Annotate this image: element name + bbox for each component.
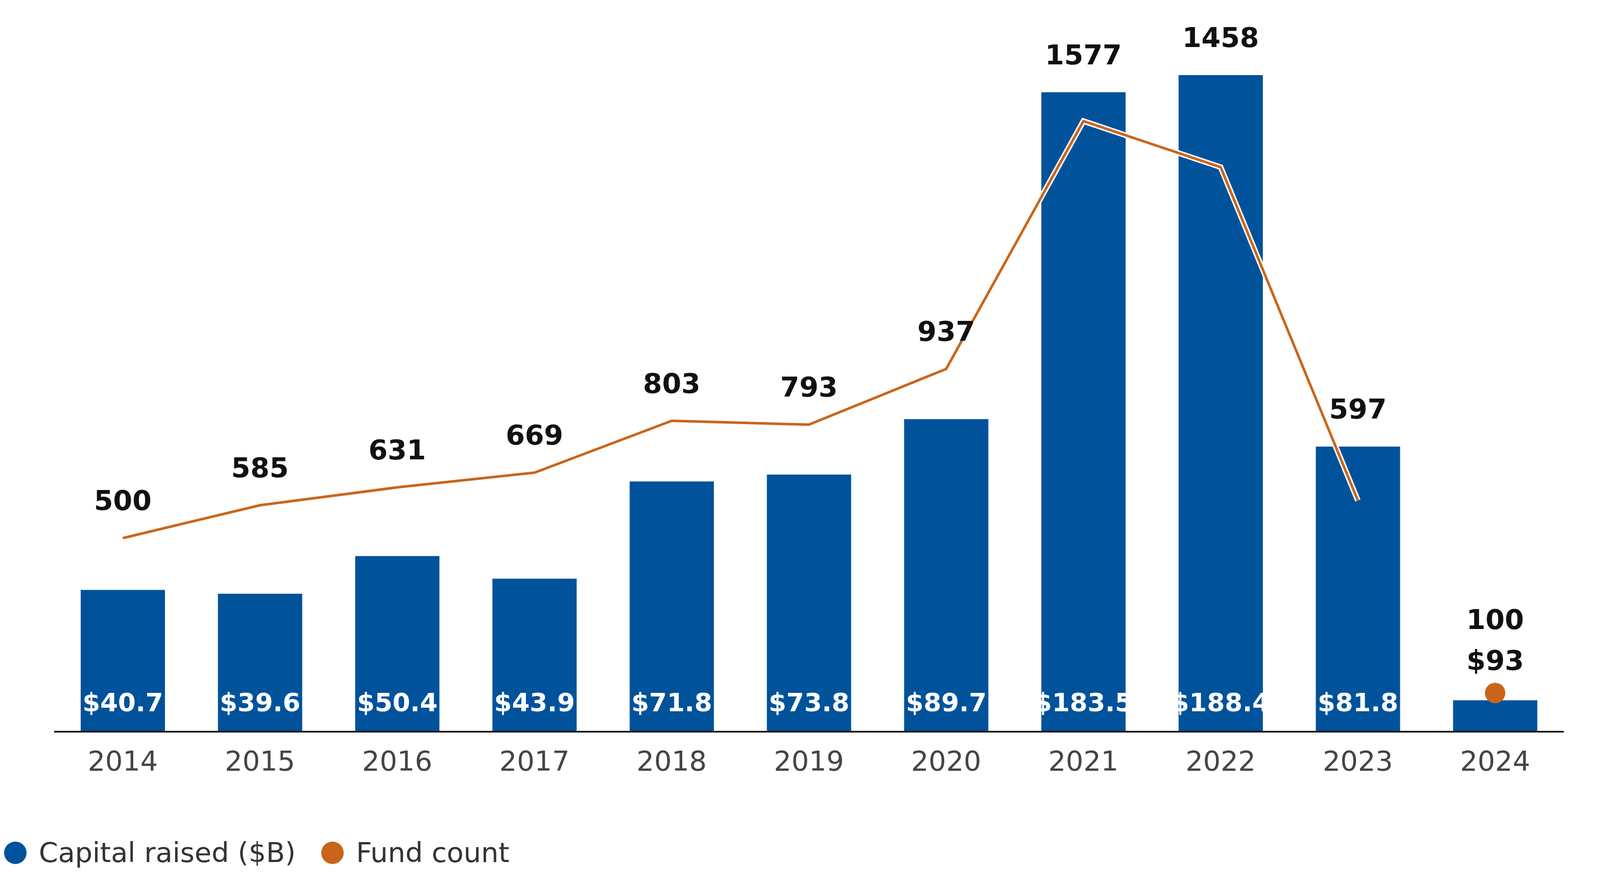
svg-text:$40.7: $40.7 (82, 687, 163, 718)
svg-text:2022: 2022 (1185, 744, 1256, 777)
html-text:Fund count: Fund count (356, 836, 510, 869)
svg-text:$183.5: $183.5 (1034, 687, 1133, 718)
svg-text:793: 793 (780, 370, 839, 403)
html-text:Capital raised ($B): Capital raised ($B) (38, 836, 296, 869)
svg-text:$43.9: $43.9 (494, 687, 576, 718)
svg-text:937: 937 (917, 315, 975, 348)
svg-text:$50.4: $50.4 (356, 687, 438, 718)
svg-text:$71.8: $71.8 (631, 687, 712, 718)
svg-text:803: 803 (642, 367, 701, 400)
svg-text:$39.6: $39.6 (219, 687, 301, 718)
svg-text:500: 500 (93, 484, 152, 517)
svg-text:100: 100 (1466, 603, 1524, 636)
svg-text:$81.8: $81.8 (1317, 687, 1399, 718)
svg-text:585: 585 (231, 451, 290, 484)
svg-text:597: 597 (1329, 392, 1388, 425)
svg-text:2021: 2021 (1048, 744, 1119, 777)
svg-text:2020: 2020 (911, 744, 982, 777)
svg-text:$73.8: $73.8 (768, 687, 850, 718)
svg-text:631: 631 (368, 433, 426, 466)
svg-text:1577: 1577 (1044, 38, 1122, 71)
svg-text:$89.7: $89.7 (905, 687, 987, 718)
svg-text:2017: 2017 (499, 744, 570, 777)
svg-text:2015: 2015 (224, 744, 295, 777)
svg-text:2016: 2016 (362, 744, 433, 777)
svg-text:1458: 1458 (1182, 21, 1259, 54)
svg-text:2024: 2024 (1460, 744, 1531, 777)
svg-text:669: 669 (505, 418, 564, 451)
svg-text:$93: $93 (1466, 643, 1524, 677)
svg-text:$188.4: $188.4 (1171, 687, 1271, 718)
svg-text:2019: 2019 (773, 744, 844, 777)
svg-text:2023: 2023 (1322, 744, 1393, 777)
svg-text:2018: 2018 (636, 744, 707, 777)
svg-text:2014: 2014 (87, 744, 158, 777)
